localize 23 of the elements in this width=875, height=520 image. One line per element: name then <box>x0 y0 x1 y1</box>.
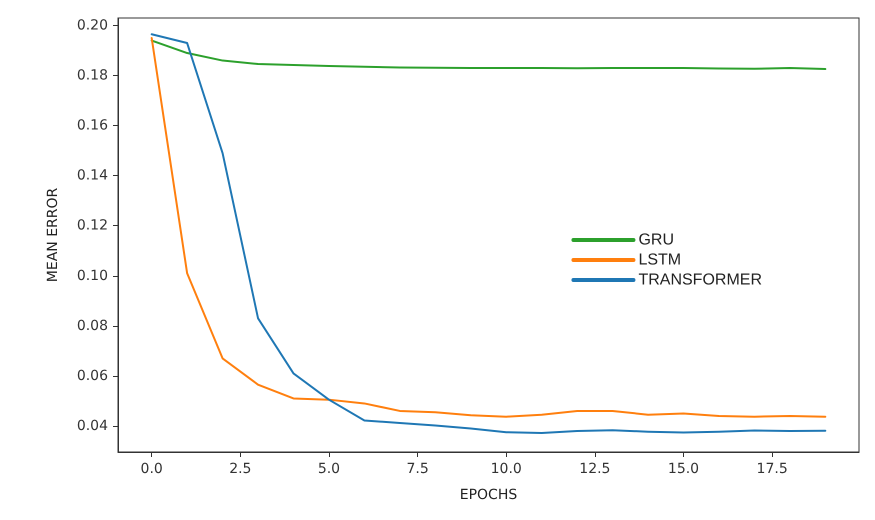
x-tick-label: 5.0 <box>318 461 340 477</box>
legend-label: TRANSFORMER <box>638 272 762 288</box>
y-tick-label: 0.10 <box>76 268 108 284</box>
y-tick-label: 0.20 <box>76 18 108 34</box>
y-tick-label: 0.18 <box>76 68 108 84</box>
y-tick-label: 0.08 <box>76 318 108 334</box>
x-tick-label: 10.0 <box>490 461 522 477</box>
y-tick-label: 0.16 <box>76 118 108 134</box>
x-tick-label: 15.0 <box>668 461 700 477</box>
y-tick-label: 0.14 <box>76 168 108 184</box>
x-tick-label: 12.5 <box>579 461 610 477</box>
y-tick-label: 0.06 <box>76 368 108 384</box>
legend-label: LSTM <box>638 252 682 268</box>
x-tick-label: 17.5 <box>756 461 788 477</box>
x-tick-label: 0.0 <box>140 461 163 477</box>
y-tick-label: 0.04 <box>76 418 108 434</box>
y-tick-label: 0.12 <box>76 218 108 234</box>
x-tick-label: 2.5 <box>229 461 252 477</box>
x-axis-title: EPOCHS <box>460 487 518 503</box>
legend-label: GRU <box>638 232 674 248</box>
x-tick-label: 7.5 <box>406 461 429 477</box>
line-series <box>150 40 826 70</box>
y-axis-title: MEAN ERROR <box>45 187 61 282</box>
